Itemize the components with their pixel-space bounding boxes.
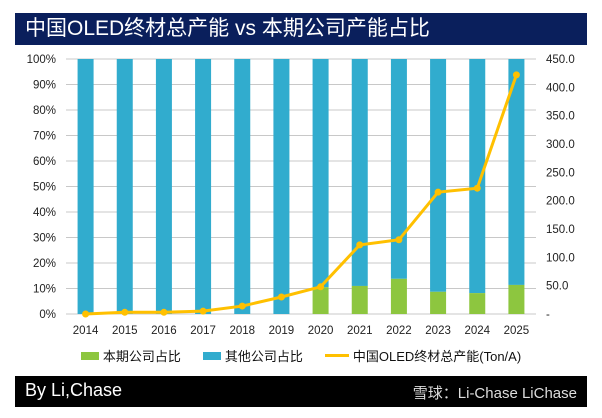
footer: By Li,Chase 雪球：Li-Chase LiChase — [15, 376, 587, 407]
right-tick-label: 200.0 — [546, 196, 575, 208]
legend-item-others: 其他公司占比 — [202, 346, 303, 365]
bar-others — [312, 59, 329, 288]
bar-others — [155, 59, 172, 314]
capacity-point — [473, 184, 481, 192]
legend-label: 本期公司占比 — [102, 349, 181, 364]
left-tick-label: 10% — [33, 284, 56, 296]
left-tick-label: 0% — [39, 309, 56, 321]
x-tick-label: 2019 — [269, 325, 295, 337]
byline: By Li,Chase — [25, 380, 123, 400]
capacity-point — [121, 308, 129, 316]
bar-others — [469, 59, 486, 294]
x-tick-label: 2014 — [73, 325, 99, 337]
bar-company — [351, 285, 368, 314]
chart: 0% 10% 20% 30% 40% 50% 60% 70% 80% 90% 100% - 50.0 10… — [27, 54, 575, 337]
right-tick-label: - — [546, 309, 550, 321]
legend-item-company: 本期公司占比 — [80, 346, 181, 365]
capacity-point — [434, 188, 442, 196]
x-tick-label: 2020 — [308, 325, 334, 337]
left-tick-label: 20% — [33, 258, 56, 270]
bar-others — [234, 59, 251, 314]
x-tick-label: 2021 — [347, 325, 373, 337]
left-tick-label: 30% — [33, 233, 56, 245]
x-tick-label: 2018 — [229, 325, 255, 337]
bar-others — [116, 59, 133, 314]
chart-title: 中国OLED终材总产能 vs 本期公司产能占比 — [15, 13, 587, 45]
x-tick-label: 2017 — [190, 325, 216, 337]
bar-others — [77, 59, 94, 314]
left-tick-label: 90% — [33, 80, 56, 92]
left-tick-label: 50% — [33, 182, 56, 194]
bar-others — [390, 59, 407, 279]
bar-company — [508, 284, 525, 314]
bar-company — [469, 293, 486, 314]
bar-others — [195, 59, 212, 314]
right-tick-label: 150.0 — [546, 224, 575, 236]
legend-item-capacity: 中国OLED终材总产能(Ton/A) — [324, 346, 522, 365]
capacity-point — [199, 307, 207, 315]
capacity-point — [395, 236, 403, 244]
bar-company — [430, 291, 447, 314]
right-tick-label: 100.0 — [546, 252, 575, 264]
capacity-point — [238, 302, 246, 310]
bar-others — [273, 59, 290, 314]
bar-others — [430, 59, 447, 292]
left-tick-label: 40% — [33, 207, 56, 219]
x-tick-label: 2023 — [425, 325, 451, 337]
bar-company — [390, 278, 407, 314]
legend-line — [324, 354, 349, 357]
capacity-point — [160, 308, 168, 316]
left-tick-label: 60% — [33, 156, 56, 168]
right-tick-label: 250.0 — [546, 167, 575, 179]
left-tick-label: 80% — [33, 105, 56, 117]
capacity-point — [317, 283, 325, 291]
left-tick-label: 70% — [33, 131, 56, 143]
legend-label: 中国OLED终材总产能(Ton/A) — [352, 349, 522, 364]
right-tick-label: 50.0 — [546, 281, 568, 293]
x-tick-label: 2022 — [386, 325, 412, 337]
legend: 本期公司占比 其他公司占比 中国OLED终材总产能(Ton/A) — [0, 346, 602, 365]
x-tick-label: 2016 — [151, 325, 177, 337]
bar-others — [508, 59, 525, 285]
bar-others — [351, 59, 368, 286]
right-tick-label: 300.0 — [546, 139, 575, 151]
capacity-point — [82, 310, 90, 318]
brand-watermark: 雪球：Li-Chase LiChase — [412, 385, 577, 402]
left-tick-label: 100% — [27, 54, 56, 66]
legend-label: 其他公司占比 — [224, 349, 303, 364]
capacity-point — [356, 241, 364, 249]
x-tick-label: 2015 — [112, 325, 138, 337]
capacity-point — [277, 293, 285, 301]
right-tick-label: 450.0 — [546, 54, 575, 66]
x-tick-label: 2025 — [504, 325, 530, 337]
capacity-point — [512, 71, 520, 79]
x-tick-label: 2024 — [464, 325, 490, 337]
bar-company — [312, 287, 329, 314]
right-tick-label: 400.0 — [546, 82, 575, 94]
legend-swatch — [80, 351, 99, 360]
legend-swatch — [202, 351, 221, 360]
right-tick-label: 350.0 — [546, 111, 575, 123]
capacity-line — [85, 74, 518, 316]
